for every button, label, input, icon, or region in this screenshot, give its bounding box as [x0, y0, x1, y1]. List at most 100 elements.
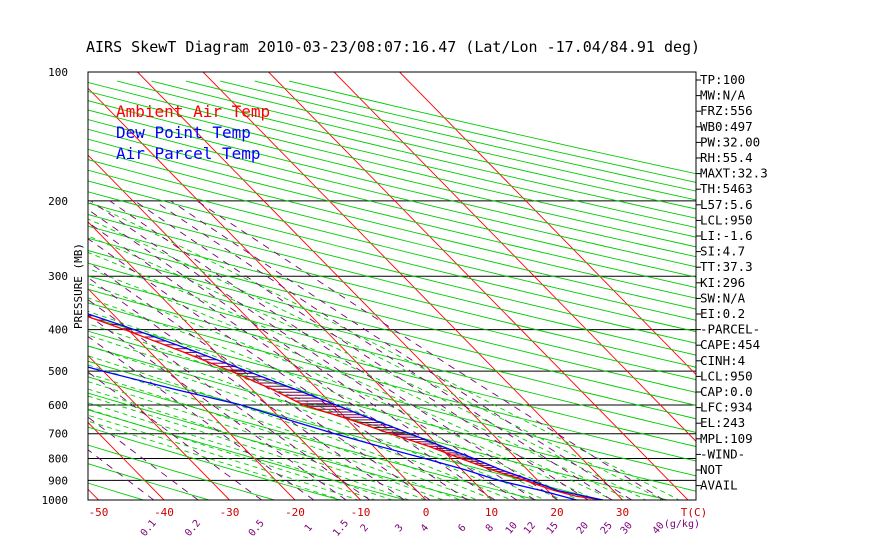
dry-adiabat-line: [88, 262, 696, 420]
moist-adiabat-line: [88, 334, 530, 500]
moist-adiabat-line: [88, 355, 496, 500]
isotherm-line: [202, 72, 623, 500]
dry-adiabat-line: [88, 392, 473, 500]
mixing-ratio-tick-label: 2: [359, 523, 371, 535]
dry-adiabat-line: [88, 202, 696, 356]
index-entry: AVAIL: [700, 478, 738, 493]
moist-adiabat-line: [88, 364, 479, 500]
mixing-ratio-tick-label: 3: [393, 523, 405, 535]
dry-adiabat-line: [88, 275, 696, 433]
index-entry: FRZ:556: [700, 103, 753, 118]
mixing-ratio-tick-label: 4: [419, 523, 431, 535]
index-entry: SI:4.7: [700, 244, 745, 259]
dry-adiabat-line: [88, 225, 696, 381]
ambient-air-temp-line: [88, 316, 603, 500]
mixing-ratio-line: [88, 238, 468, 500]
index-entry: RH:55.4: [700, 150, 753, 165]
mixing-ratio-unit-label: (g/kg): [664, 519, 700, 530]
dry-adiabat-line: [88, 288, 696, 447]
dry-adiabat-line: [88, 159, 696, 310]
index-entry: CAPE:454: [700, 337, 760, 352]
legend-entry: Ambient Air Temp: [116, 102, 270, 121]
moist-adiabat-line: [88, 381, 445, 500]
index-entry: L57:5.6: [700, 197, 753, 212]
stability-indices: TP:100MW:N/AFRZ:556WB0:497PW:32.00RH:55.…: [696, 72, 768, 493]
dew-point-temp-line: [88, 366, 577, 500]
pressure-tick-label: 600: [48, 399, 68, 412]
index-entry: LCL:950: [700, 368, 753, 383]
index-entry: LFC:934: [700, 400, 753, 415]
dry-adiabat-line: [88, 302, 696, 462]
dry-adiabat-line: [88, 376, 539, 500]
pressure-tick-label: 1000: [42, 494, 69, 507]
mixing-ratio-line: [170, 200, 632, 500]
cape-hatching: [88, 315, 542, 485]
isotherm-line: [88, 221, 361, 500]
mixing-ratio-line: [88, 335, 315, 500]
pressure-tick-label: 900: [48, 474, 68, 487]
dry-adiabat-line: [88, 119, 696, 268]
dry-adiabat-line: [88, 237, 696, 393]
mixing-ratio-line: [196, 200, 664, 500]
background-grid: [88, 72, 696, 500]
dry-adiabat-line: [88, 214, 696, 368]
index-entry: SW:N/A: [700, 290, 746, 305]
moist-adiabat-line: [88, 420, 343, 500]
moist-adiabat-line: [88, 310, 564, 500]
chart-title: AIRS SkewT Diagram 2010-03-23/08:07:16.4…: [86, 38, 700, 56]
index-entry: MPL:109: [700, 431, 753, 446]
temp-tick-bottom: -30: [220, 506, 240, 519]
isotherm-line: [88, 354, 230, 500]
pressure-tick-label: 300: [48, 270, 68, 283]
dry-adiabat-line: [88, 191, 696, 344]
mixing-ratio-tick-label: 8: [484, 523, 496, 535]
temp-tick-bottom: 30: [616, 506, 629, 519]
pressure-tick-label: 700: [48, 428, 68, 441]
index-entry: EL:243: [700, 415, 745, 430]
dry-adiabat-line: [88, 444, 277, 500]
dry-adiabat-line: [88, 180, 696, 333]
isotherm-line: [137, 72, 558, 500]
index-entry: PW:32.00: [700, 134, 760, 149]
index-entry: -WIND-: [700, 446, 745, 461]
dry-adiabat-line: [88, 138, 696, 289]
mixing-ratio-line: [90, 200, 536, 500]
dry-adiabat-line: [88, 426, 342, 500]
dry-adiabat-line: [88, 148, 696, 299]
legend-entry: Air Parcel Temp: [116, 144, 261, 163]
moist-adiabat-line: [88, 373, 462, 500]
dry-adiabat-line: [88, 409, 408, 500]
pressure-tick-label: 500: [48, 365, 68, 378]
dry-adiabat-line: [88, 109, 696, 258]
dry-adiabat-line: [88, 316, 696, 477]
moist-adiabat-line: [88, 323, 547, 500]
isotherm-line: [88, 288, 296, 500]
air-parcel-temp-line: [88, 313, 604, 500]
mixing-ratio-line: [109, 200, 559, 500]
mixing-ratio-line: [88, 371, 262, 500]
mixing-ratio-tick-label: 6: [456, 523, 468, 535]
index-entry: TH:5463: [700, 181, 753, 196]
dry-adiabat-line: [88, 330, 696, 492]
isotherm-line: [333, 72, 696, 442]
legend: Ambient Air Temp Dew Point Temp Air Parcel…: [116, 102, 270, 163]
mixing-ratio-line: [134, 200, 589, 500]
dry-adiabat-line: [88, 169, 696, 321]
plot-frame: [87, 71, 697, 501]
index-entry: CAP:0.0: [700, 384, 753, 399]
moist-adiabat-line: [88, 235, 647, 500]
moist-adiabat-line: [88, 201, 681, 500]
temp-tick-bottom: -10: [351, 506, 371, 519]
y-axis-title: PRESSURE (MB): [72, 243, 85, 329]
temp-tick-bottom: -20: [285, 506, 305, 519]
index-entry: TT:37.3: [700, 259, 753, 274]
index-entry: -PARCEL-: [700, 322, 760, 337]
mixing-ratio-line: [88, 221, 496, 500]
moist-adiabat-line: [88, 267, 614, 500]
mixing-ratio-line: [88, 416, 199, 500]
moist-adiabat-line: [88, 408, 377, 500]
moist-adiabat-line: [88, 388, 428, 500]
temp-tick-bottom: -40: [154, 506, 174, 519]
mixing-ratio-line: [88, 277, 405, 500]
